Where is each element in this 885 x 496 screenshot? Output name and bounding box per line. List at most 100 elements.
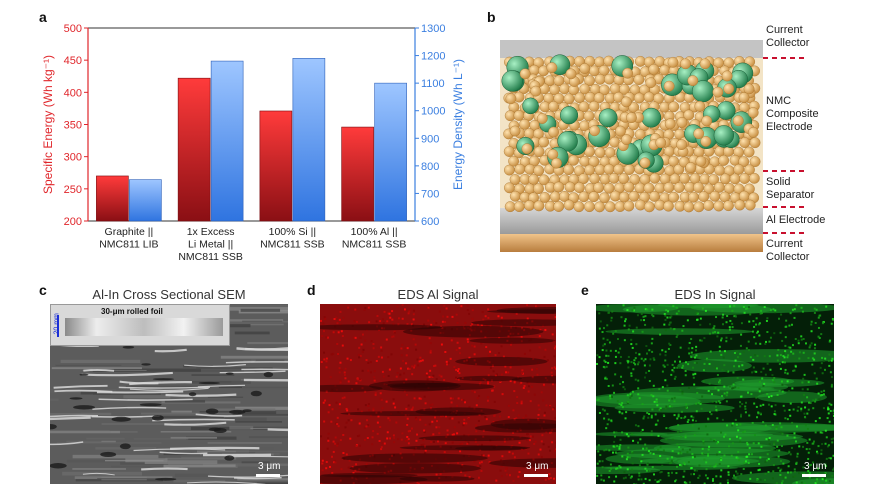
eds-in-pixel [792, 369, 795, 372]
eds-al-pixel [327, 437, 330, 440]
eds-in-pixel [690, 473, 693, 476]
eds-al-pixel [429, 349, 432, 352]
eds-in-pixel [599, 320, 602, 323]
eds-in-pixel [701, 438, 704, 441]
sem-streak [191, 374, 235, 376]
eds-al-pixel [348, 459, 351, 462]
eds-in-pixel [712, 327, 715, 330]
eds-in-pixel [730, 337, 733, 340]
eds-in-pixel [817, 335, 820, 338]
eds-al-pixel [444, 350, 447, 353]
eds-al-pixel [381, 318, 384, 321]
eds-in-pixel [760, 312, 763, 315]
eds-al-pixel [445, 363, 448, 366]
tan-particle [578, 66, 590, 78]
eds-in-pixel [828, 364, 831, 367]
eds-al-pixel [323, 358, 326, 361]
green-particle [549, 54, 571, 75]
green-particle [539, 115, 557, 133]
eds-in-pixel [808, 448, 811, 451]
eds-al-pixel [425, 374, 428, 377]
eds-al-pixel [439, 473, 442, 476]
tan-particle [748, 100, 760, 112]
eds-in-pixel [606, 324, 609, 327]
tan-particle [639, 174, 651, 185]
eds-in-pixel [710, 413, 713, 416]
tan-particle [548, 126, 559, 138]
eds-al-pixel [413, 397, 416, 400]
eds-al-pixel [544, 328, 547, 331]
eds-in-pixel [764, 479, 767, 482]
eds-in-pixel [660, 470, 663, 473]
eds-al-pixel [492, 370, 495, 373]
tan-particle [604, 92, 616, 104]
eds-al-pixel [489, 324, 492, 327]
eds-in-pixel [764, 424, 767, 427]
tan-particle [743, 123, 755, 135]
eds-in-pixel [687, 347, 690, 350]
green-particle [732, 62, 754, 84]
eds-al-pixel [518, 441, 521, 444]
eds-in-pixel [604, 377, 607, 380]
tan-particle [649, 190, 660, 202]
eds-in-pixel [780, 313, 783, 316]
tan-particle [527, 73, 539, 85]
eds-al-pixel [345, 421, 348, 424]
eds-in-pixel [779, 367, 782, 370]
eds-in-pixel [666, 389, 669, 392]
sem-void [242, 409, 252, 413]
eds-in-pixel [808, 464, 811, 467]
sem-streak [72, 467, 126, 470]
eds-al-pixel [336, 442, 339, 445]
eds-al-pixel [323, 330, 326, 333]
eds-in-pixel [753, 370, 756, 373]
eds-in-pixel [612, 445, 615, 448]
eds-in-pixel [611, 384, 614, 387]
eds-al-pixel [339, 381, 342, 384]
eds-in-pixel [666, 363, 669, 366]
panel-letter-c: c [39, 282, 47, 298]
tan-particle [689, 101, 700, 113]
eds-in-pixel [779, 474, 782, 477]
sem-streak [174, 370, 244, 372]
eds-in-scale-bar [802, 474, 826, 477]
eds-in-pixel [648, 450, 651, 453]
eds-in-pixel [676, 366, 679, 369]
eds-al-pixel [544, 478, 547, 481]
tan-particle [683, 109, 695, 121]
eds-al-pixel [458, 352, 461, 355]
eds-in-pixel [650, 342, 653, 345]
eds-in-pixel [804, 406, 807, 409]
eds-al-pixel [499, 459, 502, 462]
green-particle [722, 130, 740, 149]
eds-in-pixel [730, 454, 733, 457]
eds-in-pixel [758, 462, 761, 465]
eds-in-pixel [706, 477, 709, 480]
eds-in-pixel [643, 364, 646, 367]
eds-in-pixel [816, 478, 819, 481]
eds-in-pixel [738, 365, 741, 368]
eds-in-pixel [702, 442, 705, 445]
green-particle [684, 124, 703, 143]
eds-al-pixel [405, 407, 408, 410]
eds-in-pixel [690, 338, 693, 341]
eds-in-pixel [778, 389, 781, 392]
eds-in-pixel [796, 409, 799, 412]
bottom-current-collector [500, 234, 763, 252]
sem-streak [125, 385, 199, 390]
eds-in-pixel [727, 466, 730, 469]
tan-particle [588, 191, 600, 203]
eds-al-pixel [500, 345, 503, 348]
sem-void [50, 463, 67, 469]
eds-al-pixel [494, 374, 497, 377]
eds-al-pixel [473, 353, 476, 356]
eds-in-pixel [797, 406, 800, 409]
tan-particle [539, 192, 551, 203]
eds-al-pixel [468, 312, 471, 315]
eds-in-pixel [640, 460, 643, 463]
sem-streak [241, 461, 270, 464]
tan-particle [530, 77, 542, 88]
tan-particle [708, 120, 720, 132]
eds-in-pixel [704, 309, 707, 312]
eds-in-band [605, 328, 753, 335]
